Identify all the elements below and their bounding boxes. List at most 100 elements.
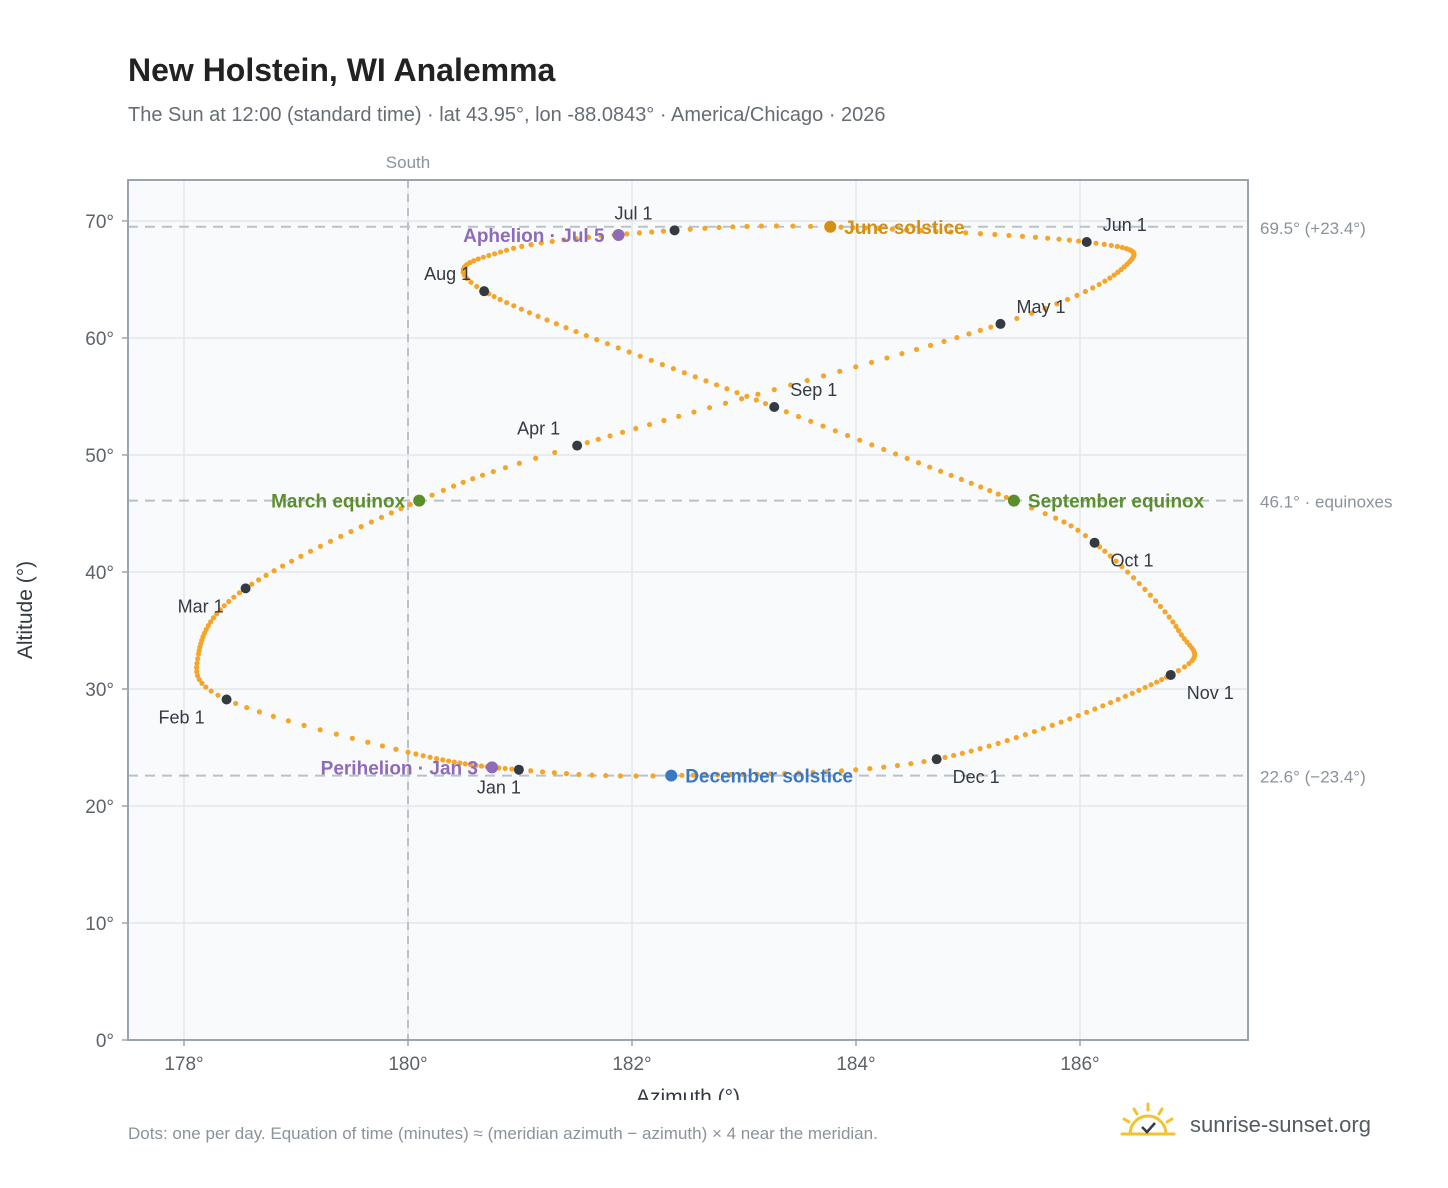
month-label: Oct 1 bbox=[1111, 551, 1154, 571]
daily-dot bbox=[1090, 285, 1096, 291]
event-dot bbox=[486, 761, 498, 774]
daily-dot bbox=[875, 225, 882, 232]
daily-dot bbox=[263, 572, 269, 578]
daily-dot bbox=[844, 432, 851, 439]
daily-dot bbox=[1123, 246, 1130, 252]
daily-dot bbox=[987, 488, 993, 494]
y-tick-label: 40° bbox=[85, 563, 114, 584]
x-tick-label: 182° bbox=[612, 1054, 651, 1075]
month-dot bbox=[572, 440, 583, 451]
daily-dot bbox=[626, 349, 632, 355]
daily-dot bbox=[1040, 725, 1046, 732]
plot-area bbox=[128, 180, 1248, 1040]
daily-dot bbox=[226, 598, 232, 605]
daily-dot bbox=[349, 735, 355, 741]
month-label: Nov 1 bbox=[1187, 683, 1234, 703]
daily-dot bbox=[1154, 679, 1160, 685]
daily-dot bbox=[528, 242, 534, 248]
daily-dot bbox=[1042, 511, 1048, 517]
daily-dot bbox=[210, 615, 217, 621]
daily-dot bbox=[388, 510, 394, 516]
daily-dot bbox=[475, 256, 481, 262]
daily-dot bbox=[808, 418, 814, 424]
chart-title: New Holstein, WI Analemma bbox=[128, 52, 556, 88]
daily-dot bbox=[1064, 296, 1071, 303]
event-dot bbox=[824, 220, 837, 233]
daily-dot bbox=[820, 423, 826, 429]
brand-logo[interactable]: sunrise-sunset.org bbox=[1120, 1102, 1420, 1146]
daily-dot bbox=[460, 479, 466, 485]
daily-dot bbox=[1028, 505, 1035, 511]
daily-dot bbox=[1114, 243, 1120, 250]
event-dot bbox=[665, 769, 678, 782]
daily-dot bbox=[348, 528, 354, 535]
daily-dot bbox=[1096, 281, 1102, 288]
daily-dot bbox=[535, 313, 541, 319]
daily-dot bbox=[977, 231, 984, 237]
daily-dot bbox=[921, 758, 927, 765]
event-dot bbox=[612, 228, 625, 241]
daily-dot bbox=[256, 577, 262, 583]
daily-dot bbox=[407, 501, 413, 508]
daily-dot bbox=[427, 754, 433, 760]
daily-dot bbox=[1102, 278, 1108, 284]
event-label: December solstice bbox=[685, 767, 853, 788]
daily-dot bbox=[713, 382, 720, 388]
daily-dot bbox=[433, 756, 440, 762]
daily-dot bbox=[1084, 709, 1090, 715]
month-label: Jun 1 bbox=[1103, 215, 1147, 235]
month-label: Jul 1 bbox=[615, 203, 653, 223]
month-markers: Jan 1 Feb 1 Mar 1 Apr 1 May 1 Jun 1 Jul 1 Aug 1… bbox=[159, 203, 1234, 797]
daily-dot bbox=[992, 231, 998, 238]
daily-dot bbox=[838, 224, 844, 230]
daily-dot bbox=[256, 709, 262, 715]
month-dot bbox=[479, 286, 490, 297]
daily-dot bbox=[1108, 699, 1114, 706]
daily-dot bbox=[679, 772, 685, 778]
daily-dot bbox=[583, 332, 589, 339]
brand-name: sunrise-sunset.org bbox=[1190, 1112, 1371, 1137]
daily-dot bbox=[1032, 234, 1039, 240]
daily-dot bbox=[670, 366, 676, 372]
daily-dot bbox=[561, 237, 567, 243]
daily-dot bbox=[1159, 676, 1165, 683]
daily-dot bbox=[730, 224, 736, 230]
month-dot bbox=[1165, 669, 1176, 680]
daily-dot bbox=[790, 223, 796, 229]
month-dot bbox=[240, 583, 251, 594]
daily-dot bbox=[1019, 233, 1026, 239]
daily-dot bbox=[451, 759, 457, 765]
event-label: September equinox bbox=[1028, 492, 1205, 513]
daily-dot bbox=[1004, 737, 1010, 744]
daily-dot bbox=[1093, 240, 1099, 246]
month-dot bbox=[221, 694, 232, 705]
month-dot bbox=[669, 225, 680, 236]
y-tick-label: 70° bbox=[85, 212, 114, 233]
daily-dot bbox=[633, 425, 639, 432]
daily-dot bbox=[215, 692, 221, 698]
daily-dot bbox=[978, 484, 984, 490]
event-dot bbox=[1007, 494, 1020, 507]
daily-dot bbox=[783, 409, 789, 415]
month-label: May 1 bbox=[1016, 297, 1065, 317]
daily-dot bbox=[195, 656, 201, 662]
daily-dot bbox=[832, 428, 838, 434]
month-dot bbox=[513, 764, 524, 775]
daily-dot bbox=[594, 337, 600, 343]
daily-dot bbox=[194, 672, 201, 679]
daily-dot bbox=[1136, 580, 1142, 587]
daily-dot bbox=[573, 235, 579, 242]
daily-dot bbox=[573, 328, 579, 335]
daily-dot bbox=[510, 245, 517, 251]
daily-dot bbox=[1108, 242, 1114, 249]
daily-dot bbox=[553, 321, 559, 327]
daily-dot bbox=[563, 771, 570, 777]
daily-dot bbox=[892, 451, 899, 457]
daily-dot bbox=[661, 417, 667, 424]
daily-dot bbox=[1170, 619, 1176, 625]
daily-dot bbox=[1107, 553, 1113, 559]
daily-dot bbox=[768, 771, 774, 777]
daily-dot bbox=[585, 234, 592, 240]
daily-dot bbox=[995, 491, 1001, 497]
event-label: Perihelion · Jan 3 bbox=[321, 758, 478, 779]
